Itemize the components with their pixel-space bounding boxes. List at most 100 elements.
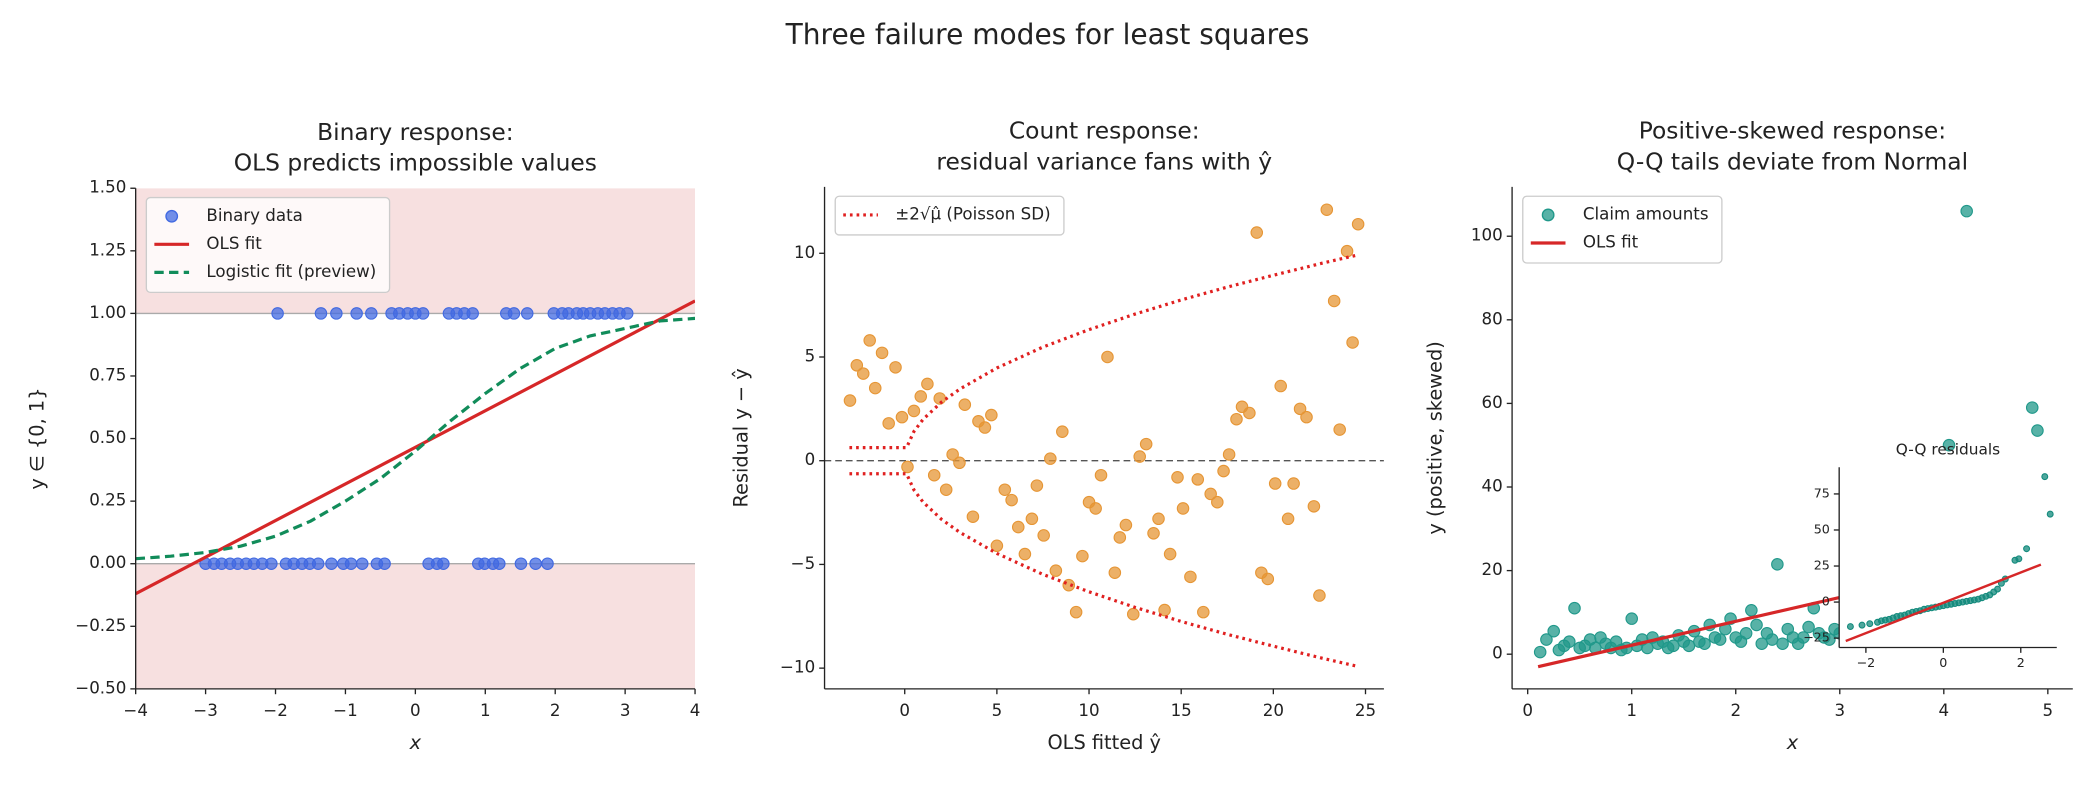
legend: Claim amounts OLS fit [1522,195,1723,264]
data-point [1217,464,1230,478]
sd-band-line [849,253,1359,450]
sd-band-line [849,472,1359,669]
data-point [1197,605,1210,619]
legend: ±2√μ̂ (Poisson SD) [834,195,1065,236]
x-tick-label: 5 [2043,701,2054,720]
data-point [1139,437,1153,451]
data-point [927,468,941,482]
axes-title: residual variance fans with ŷ [936,147,1272,175]
data-point [1667,639,1680,653]
data-point [1126,607,1140,621]
plot-area [135,188,696,689]
y-tick-label: 0.75 [89,365,126,384]
data-point [1243,406,1256,420]
x-tick-label: 25 [1355,701,1376,720]
data-point [437,557,450,570]
data-point [1797,631,1810,644]
y-tick-label: 1.50 [89,178,126,197]
data-point [1563,635,1576,648]
data-point [990,539,1004,553]
data-point [1133,450,1146,463]
data-point [843,394,857,407]
data-point [1176,502,1190,515]
y-tick-label: −5 [791,554,816,573]
x-tick-label: 1 [1626,701,1637,720]
x-tick-label: −2 [1857,655,1876,670]
data-point [1204,487,1217,501]
axes: −4 −3 −2 −1 0 1 2 3 4 −0.50 −0.25 0.00 0.25 0.50 0.75 1… [26,118,701,754]
data-point [1108,566,1122,579]
axes-title: Q-Q residuals [1896,440,2000,458]
data-point [1089,502,1102,515]
data-point [953,456,966,470]
data-point [1846,623,1854,631]
plot-area [1845,473,2054,643]
data-point [1018,547,1032,561]
legend-label: Claim amounts [1583,204,1709,223]
legend: Binary data OLS fit Logistic fit (preview) [145,196,391,294]
y-tick-label: 100 [1471,226,1503,245]
data-point [1119,518,1133,532]
data-point [1333,423,1346,436]
y-tick-label: 0 [805,450,816,469]
legend-box [834,195,1065,236]
legend-label: OLS fit [1583,232,1639,251]
y-tick-label: −25 [1803,630,1830,645]
y-tick-label: −10 [780,658,815,677]
data-point [901,460,914,474]
inset-background [1839,467,2057,648]
data-point [1011,520,1025,534]
data-point [875,346,889,360]
axes: 0 5 10 15 20 25 −10 −5 0 5 10 OLS fitted ŷ Residual … [729,117,1384,754]
data-point [1313,589,1326,602]
data-point [514,557,528,570]
data-point [939,483,953,497]
data-point [1960,204,1973,218]
x-axis-label: OLS fitted ŷ [1047,731,1161,754]
data-point [314,307,328,320]
x-tick-label: 10 [1078,701,1099,720]
data-point [1994,585,2002,593]
y-tick-label: 10 [794,243,815,262]
data-point [1158,603,1171,617]
data-point [1340,244,1354,258]
data-point [1163,547,1177,561]
plot-area [824,203,1384,669]
data-point [344,557,358,570]
data-point [1765,633,1779,646]
legend-label: Binary data [206,206,302,225]
y-axis-label: y ∈ {0, 1} [26,387,49,489]
data-point [1866,620,1874,628]
x-tick-label: 0 [1939,655,1947,670]
data-point [1030,479,1044,492]
data-point [850,359,864,372]
y-tick-label: 0 [1492,644,1503,663]
data-point [1698,637,1711,651]
data-point [1802,620,1815,634]
x-axis-label: x [1786,731,1799,754]
data-point [966,510,980,523]
data-point [1533,645,1547,659]
legend-box [145,196,391,294]
legend-marker [1541,208,1555,222]
y-axis-label: y (positive, skewed) [1423,341,1446,534]
data-point [1287,477,1300,490]
data-point [1069,605,1083,619]
data-point [1191,473,1205,486]
data-point [1094,468,1108,482]
data-point [1281,512,1295,526]
data-point [378,557,391,570]
y-tick-label: 80 [1482,309,1503,328]
data-point [1346,336,1359,349]
data-point [1625,612,1638,625]
data-point [1171,471,1184,484]
data-point [1547,624,1560,638]
data-point [541,557,554,570]
data-point [1568,601,1581,615]
data-point [1211,495,1224,509]
fit-line [1845,563,2042,643]
data-point [1076,549,1089,563]
